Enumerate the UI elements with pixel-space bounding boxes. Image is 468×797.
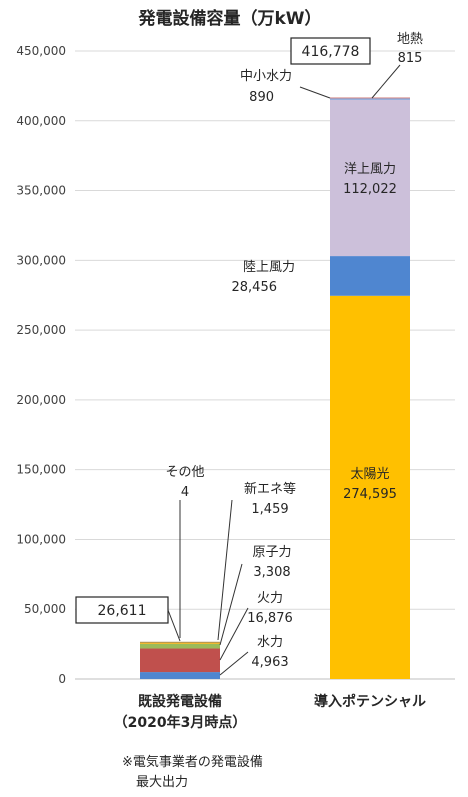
series-name-label: 洋上風力: [344, 162, 396, 177]
y-tick-label: 350,000: [16, 184, 66, 198]
value-label: 4: [181, 485, 189, 500]
value-label: 1,459: [251, 502, 288, 517]
leader-line: [299, 86, 331, 99]
value-label: 4,963: [251, 655, 288, 670]
category-sublabel: （2020年3月時点）: [114, 714, 247, 731]
category-label: 導入ポテンシャル: [314, 693, 426, 710]
category-label: 既設発電設備: [138, 693, 222, 710]
x-axis: 既設発電設備 （2020年3月時点） 導入ポテンシャル: [114, 693, 426, 731]
leader-line: [219, 651, 249, 676]
value-label: 16,876: [247, 611, 293, 626]
series-name-label: その他: [165, 465, 204, 480]
leader-line: [371, 64, 401, 99]
series-name-label: 火力: [257, 591, 283, 606]
series-name-label: 陸上風力: [243, 259, 295, 275]
total-value: 416,778: [302, 44, 360, 60]
total-box: [290, 37, 371, 65]
leader-line: [219, 563, 243, 646]
y-tick-label: 450,000: [16, 44, 66, 58]
bar-segment-中小水力: [330, 98, 410, 100]
value-label: 28,456: [232, 280, 278, 295]
bars: [140, 97, 410, 679]
bar-segment-洋上風力: [330, 99, 410, 257]
bar-segment-原子力: [140, 643, 220, 649]
total-leader-line: [167, 609, 181, 642]
series-name-label: 新エネ等: [244, 481, 296, 497]
bar-segment-新エネ等: [140, 641, 220, 644]
footnote-line-1: ※電気事業者の発電設備: [122, 754, 263, 770]
y-axis: 0 50,000 100,000 150,000 200,000 250,000 300,0…: [16, 44, 66, 686]
series-name-label: 太陽光: [350, 467, 389, 482]
series-name-label: 地熱: [397, 32, 423, 47]
footnote: ※電気事業者の発電設備 最大出力: [122, 754, 263, 790]
value-label: 3,308: [253, 565, 290, 580]
y-tick-label: 0: [58, 672, 66, 686]
y-tick-label: 150,000: [16, 463, 66, 477]
y-tick-label: 50,000: [24, 602, 66, 616]
bar-segment-水力: [140, 672, 220, 679]
bar-segment-地熱: [330, 97, 410, 99]
y-tick-label: 300,000: [16, 253, 66, 267]
total-value: 26,611: [98, 603, 147, 619]
bar-segment-陸上風力: [330, 256, 410, 296]
value-label: 274,595: [343, 487, 397, 502]
leader-line: [217, 499, 233, 641]
bar-segment-太陽光: [330, 295, 410, 679]
chart-title: 発電設備容量（万kW）: [137, 8, 321, 29]
y-tick-label: 250,000: [16, 323, 66, 337]
leader-line: [219, 607, 249, 661]
data-labels: 26,611 416,778 水力 4,963 火力 16,876 原子力 3,308 新エネ等…: [75, 32, 423, 676]
series-name-label: 水力: [257, 635, 283, 650]
value-label: 890: [249, 90, 274, 105]
y-tick-label: 100,000: [16, 532, 66, 546]
series-name-label: 原子力: [252, 545, 291, 560]
footnote-line-2: 最大出力: [136, 775, 188, 790]
bar-segment-その他: [140, 641, 220, 643]
series-name-label: 中小水力: [240, 69, 292, 84]
bar-segment-火力: [140, 648, 220, 673]
value-label: 815: [398, 51, 423, 66]
y-tick-label: 400,000: [16, 114, 66, 128]
y-tick-label: 200,000: [16, 393, 66, 407]
value-label: 112,022: [343, 182, 397, 197]
